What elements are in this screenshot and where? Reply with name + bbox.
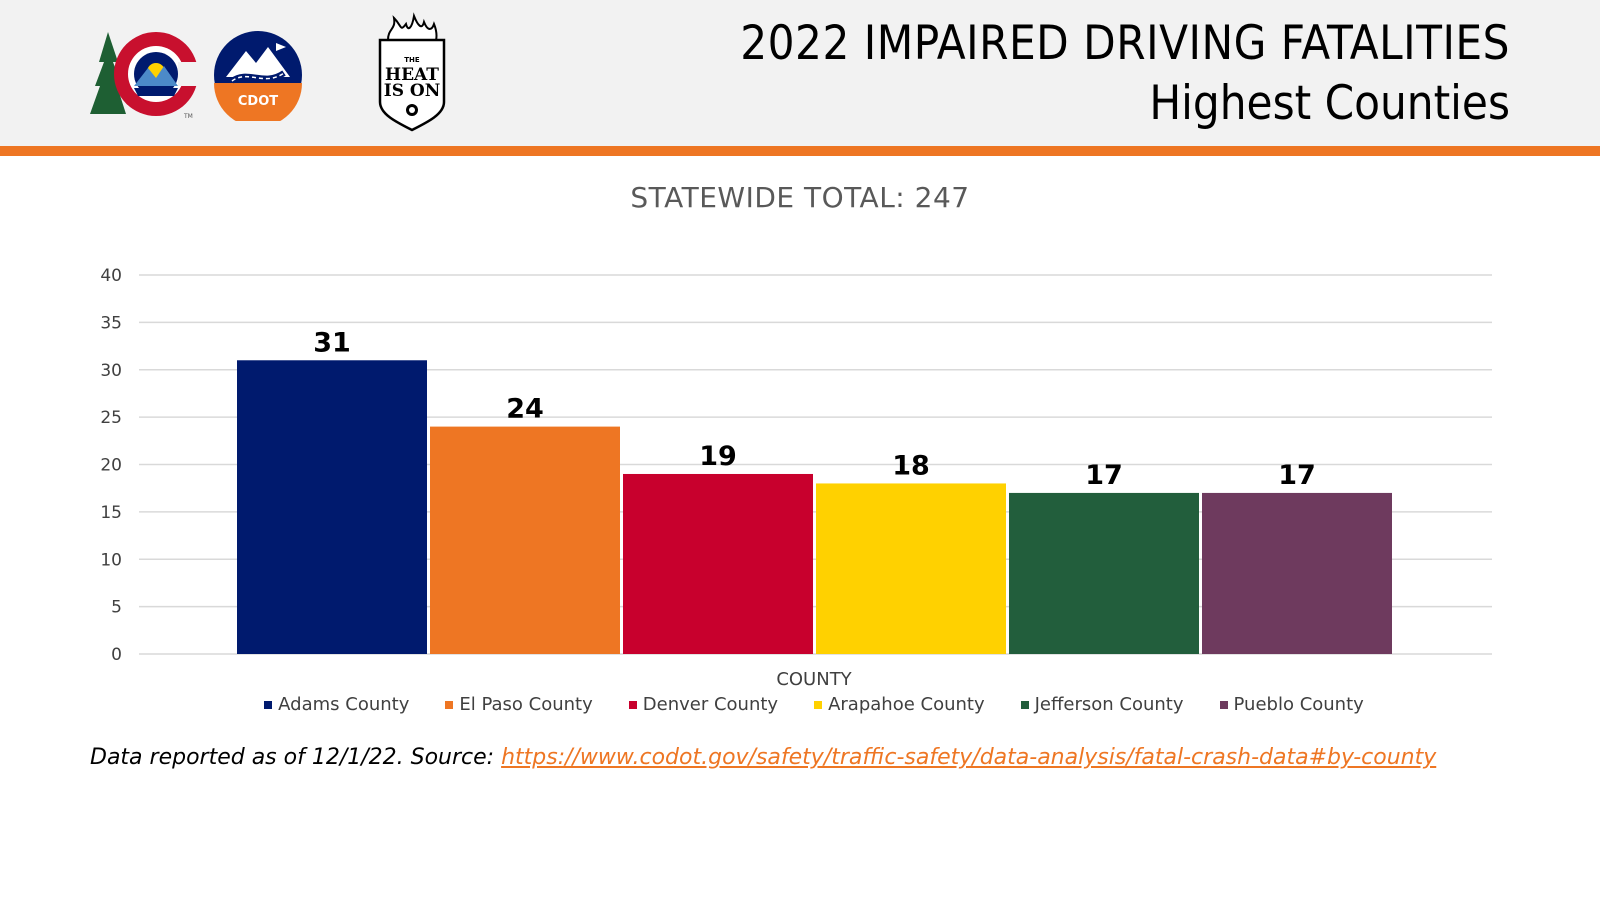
legend-label: Adams County: [278, 694, 409, 715]
bar-value-label: 17: [1278, 460, 1316, 491]
legend-swatch: [814, 701, 822, 709]
legend-label: Jefferson County: [1035, 694, 1184, 715]
chart-bars: [237, 360, 1392, 654]
bar: [623, 474, 813, 654]
y-tick-label: 5: [111, 598, 122, 618]
legend-item: Arapahoe County: [814, 694, 985, 715]
source-note-prefix: Data reported as of 12/1/22. Source:: [90, 745, 501, 770]
legend-swatch: [264, 701, 272, 709]
bar: [1202, 493, 1392, 654]
bar-value-label: 24: [506, 394, 544, 425]
bar-value-label: 19: [699, 441, 737, 472]
y-tick-label: 15: [100, 503, 122, 523]
bar: [816, 483, 1006, 654]
legend-swatch: [1021, 701, 1029, 709]
y-tick-label: 40: [100, 266, 122, 286]
legend-item: Adams County: [264, 694, 409, 715]
legend-label: Arapahoe County: [828, 694, 985, 715]
legend-item: El Paso County: [445, 694, 592, 715]
legend-label: Denver County: [643, 694, 778, 715]
bar-value-label: 31: [313, 327, 351, 358]
y-tick-label: 35: [100, 313, 122, 333]
y-axis-tick-labels: 0 5 10 15 20 25 30 35 40: [100, 266, 122, 665]
legend-item: Denver County: [629, 694, 778, 715]
legend-label: Pueblo County: [1234, 694, 1364, 715]
y-tick-label: 25: [100, 408, 122, 428]
chart-legend: Adams County El Paso County Denver County A…: [0, 694, 1600, 715]
bar: [237, 360, 427, 654]
bar-value-label: 18: [892, 450, 930, 481]
source-link[interactable]: https://www.codot.gov/safety/traffic-saf…: [501, 745, 1436, 770]
bar-value-label: 17: [1085, 460, 1123, 491]
legend-item: Jefferson County: [1021, 694, 1184, 715]
bar: [1009, 493, 1199, 654]
bar-chart: 0 5 10 15 20 25 30 35 40 31 24 19 18 17 17 COUNTY: [0, 0, 1600, 690]
y-tick-label: 0: [111, 645, 122, 665]
source-note: Data reported as of 12/1/22. Source: htt…: [90, 745, 1436, 770]
y-tick-label: 10: [100, 550, 122, 570]
legend-label: El Paso County: [459, 694, 592, 715]
x-axis-title: COUNTY: [776, 669, 852, 690]
y-tick-label: 20: [100, 456, 122, 476]
bar: [430, 427, 620, 654]
legend-swatch: [629, 701, 637, 709]
y-tick-label: 30: [100, 361, 122, 381]
legend-swatch: [1220, 701, 1228, 709]
legend-swatch: [445, 701, 453, 709]
legend-item: Pueblo County: [1220, 694, 1364, 715]
